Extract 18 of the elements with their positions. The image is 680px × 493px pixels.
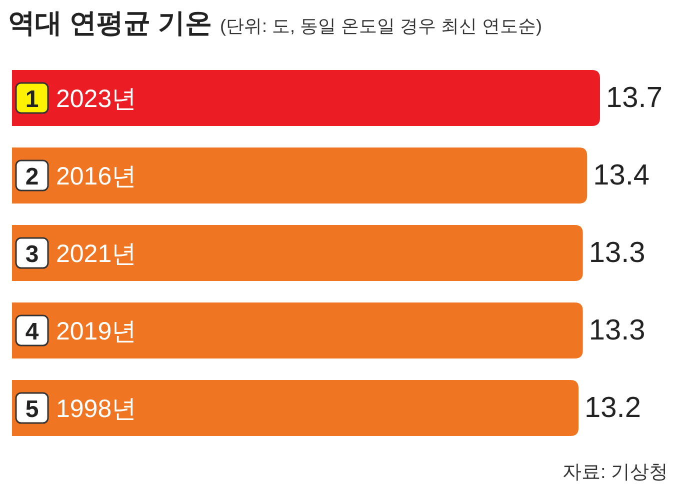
chart-title: 역대 연평균 기온: [8, 8, 212, 38]
y-tick-label: 1998년: [56, 395, 137, 423]
annotation: 2: [25, 164, 39, 190]
chart-subtitle: (단위: 도, 동일 온도일 경우 최신 연도순): [220, 16, 542, 36]
data-label: 13.4: [593, 160, 650, 192]
y-tick-label: 2023년: [56, 85, 137, 113]
y-tick-label: 2019년: [56, 318, 137, 346]
data-label: 13.3: [588, 314, 646, 346]
annotation: 4: [25, 318, 40, 346]
data-label: 13.2: [584, 392, 641, 424]
annotation: 1: [25, 86, 39, 113]
data-label: 13.3: [588, 237, 646, 269]
annotation: 3: [25, 241, 39, 268]
y-tick-label: 2021년: [56, 240, 137, 268]
y-tick-label: 2016년: [56, 162, 137, 190]
data-label: 13.7: [606, 82, 662, 114]
annotation: 5: [25, 396, 39, 423]
text: 자료: 기상청: [562, 462, 668, 483]
